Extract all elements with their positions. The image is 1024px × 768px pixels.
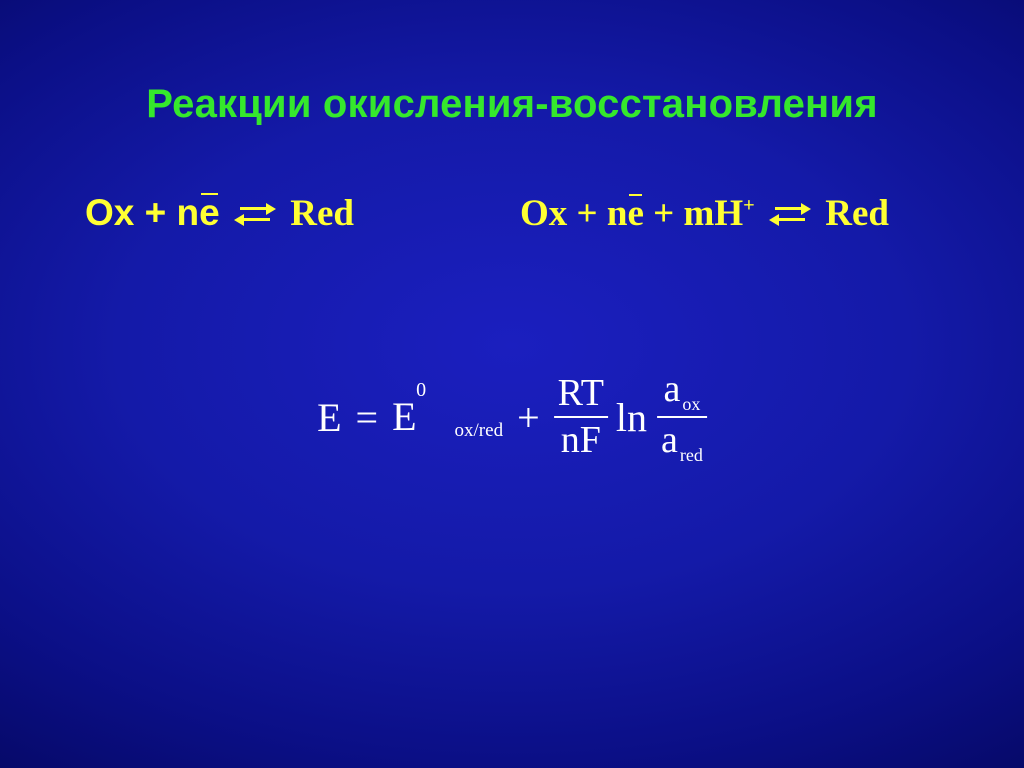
- nF-denominator: nF: [557, 421, 605, 461]
- fraction-bar-icon: [554, 416, 608, 418]
- RT-over-nF: RT nF: [554, 374, 608, 462]
- electron-symbol: e: [627, 193, 643, 234]
- E0-E: E: [392, 394, 416, 439]
- proton-H: H: [714, 193, 743, 234]
- red-label: Red: [290, 193, 354, 234]
- ox-subscript: ox: [682, 394, 700, 414]
- plus-text: +: [567, 193, 607, 234]
- a-symbol: a: [661, 419, 678, 461]
- nernst-equation: E = E 0 ox/red + RT nF ln aox ared: [311, 370, 713, 465]
- a-red: ared: [657, 421, 707, 464]
- slide: Реакции окисления-восстановления Ox + ne…: [0, 0, 1024, 768]
- equals-sign: =: [356, 394, 379, 441]
- ox-label: Ox: [520, 193, 567, 234]
- fraction-bar-icon: [657, 416, 707, 418]
- activity-ratio: aox ared: [657, 370, 707, 465]
- a-ox: aox: [660, 370, 705, 413]
- E0-term: E 0 ox/red: [392, 393, 503, 442]
- red-subscript: red: [680, 445, 703, 465]
- ox-label: Ox: [85, 192, 134, 233]
- E-symbol: E: [317, 394, 341, 441]
- slide-title: Реакции окисления-восстановления: [0, 82, 1024, 127]
- electron-symbol: e: [199, 192, 220, 233]
- n-coeff: n: [607, 193, 628, 234]
- E0-subscript: ox/red: [455, 420, 504, 441]
- RT-numerator: RT: [554, 374, 608, 414]
- reaction-simple: Ox + ne Red: [85, 192, 354, 235]
- proton-charge: +: [743, 195, 755, 217]
- m-coeff: m: [683, 193, 714, 234]
- n-coeff: n: [177, 192, 200, 233]
- E0-superscript: 0: [416, 379, 426, 402]
- plus-text: +: [644, 193, 684, 234]
- plus-text: +: [134, 192, 176, 233]
- reaction-acidic: Ox + ne + mH+ Red: [520, 192, 889, 235]
- ln-symbol: ln: [616, 394, 647, 441]
- a-symbol: a: [664, 368, 681, 410]
- plus-sign: +: [517, 394, 540, 441]
- equilibrium-arrow-icon: [236, 199, 274, 229]
- red-label: Red: [825, 193, 889, 234]
- equilibrium-arrow-icon: [771, 199, 809, 229]
